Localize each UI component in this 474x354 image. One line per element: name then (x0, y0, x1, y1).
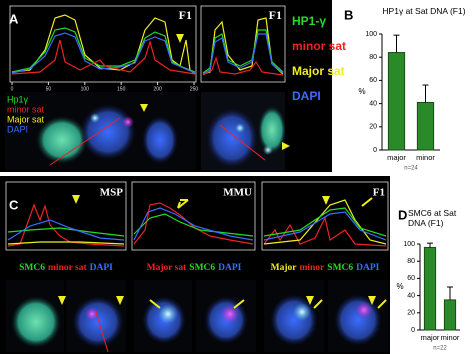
y-tick-label: 40 (407, 292, 415, 299)
image-label: Major sat (7, 114, 45, 124)
y-tick-label: 80 (407, 258, 415, 265)
micrograph (201, 92, 290, 170)
y-tick-label: 20 (407, 310, 415, 317)
image-caption: Major minor SMC6 DAPI (271, 263, 380, 273)
x-tick-label: major (421, 333, 440, 342)
x-tick-label: 150 (117, 86, 126, 92)
bar (416, 101, 435, 151)
x-tick-label: minor (441, 333, 460, 342)
y-tick-label: 0 (373, 147, 377, 154)
legend-entry: minor sat (292, 39, 346, 53)
panel-label: D (398, 207, 407, 222)
x-tick-label: major (387, 153, 406, 162)
caption-part: DAPI (90, 263, 114, 273)
profile-plot (261, 181, 389, 251)
note: n=22 (433, 346, 447, 352)
legend-entry: DAPI (292, 89, 321, 103)
micrograph (5, 92, 196, 170)
caption-part: minor sat (48, 263, 87, 273)
y-tick-label: 60 (369, 77, 377, 84)
x-tick-label: minor (416, 153, 435, 162)
panel-label: B (344, 7, 353, 22)
caption-part: DAPI (218, 263, 242, 273)
image-label: DAPI (7, 124, 28, 134)
caption-part: DAPI (356, 263, 380, 273)
caption-part: Major (271, 263, 298, 273)
legend-entry: Major sat (292, 64, 345, 78)
y-axis-label: % (358, 87, 365, 96)
caption-part: Major sat (147, 263, 187, 273)
bar (443, 299, 457, 331)
x-tick-label: 50 (46, 86, 52, 92)
micrograph (264, 280, 388, 352)
panel-label: A (9, 11, 19, 26)
bar (387, 52, 406, 151)
y-tick-label: 80 (369, 54, 377, 61)
plot-title: MSP (100, 187, 124, 199)
panel-label: C (9, 197, 19, 212)
micrograph (134, 280, 256, 352)
y-tick-label: 100 (365, 31, 377, 38)
plot-title: F1 (373, 187, 385, 199)
image-label: Hp1γ (7, 94, 29, 104)
chart-title: HP1γ at Sat DNA (F1) (382, 6, 466, 16)
x-tick-label: 0 (11, 86, 14, 92)
plot-title: F1 (269, 8, 282, 22)
y-tick-label: 60 (407, 275, 415, 282)
image-caption: Major sat SMC6 DAPI (147, 263, 242, 273)
panel-c-bg (0, 176, 390, 354)
x-tick-label: 200 (153, 86, 162, 92)
y-axis-label: % (396, 282, 403, 291)
image-label: minor sat (7, 104, 45, 114)
micrograph (6, 280, 126, 353)
profile-plot (131, 181, 256, 251)
plot-title: MMU (223, 187, 252, 199)
profile-plot (9, 5, 197, 83)
caption-part: minor (299, 263, 325, 273)
x-tick-label: 250 (190, 86, 199, 92)
note: n=24 (404, 166, 418, 172)
image-caption: SMC6 minor sat DAPI (19, 263, 113, 273)
profile-plot (200, 5, 286, 83)
y-tick-label: 100 (403, 241, 415, 248)
chart-title: SMC6 at Sat DNA (F1) (408, 208, 457, 228)
caption-part: SMC6 (19, 263, 45, 273)
profile-plot (5, 181, 127, 251)
caption-part: SMC6 (189, 263, 215, 273)
y-tick-label: 0 (411, 327, 415, 334)
y-tick-label: 40 (369, 100, 377, 107)
legend-entry: HP1-γ (292, 14, 326, 28)
y-tick-label: 20 (369, 124, 377, 131)
x-tick-label: 100 (81, 86, 90, 92)
caption-part: SMC6 (327, 263, 353, 273)
plot-title: F1 (179, 8, 192, 22)
bar (423, 246, 437, 331)
